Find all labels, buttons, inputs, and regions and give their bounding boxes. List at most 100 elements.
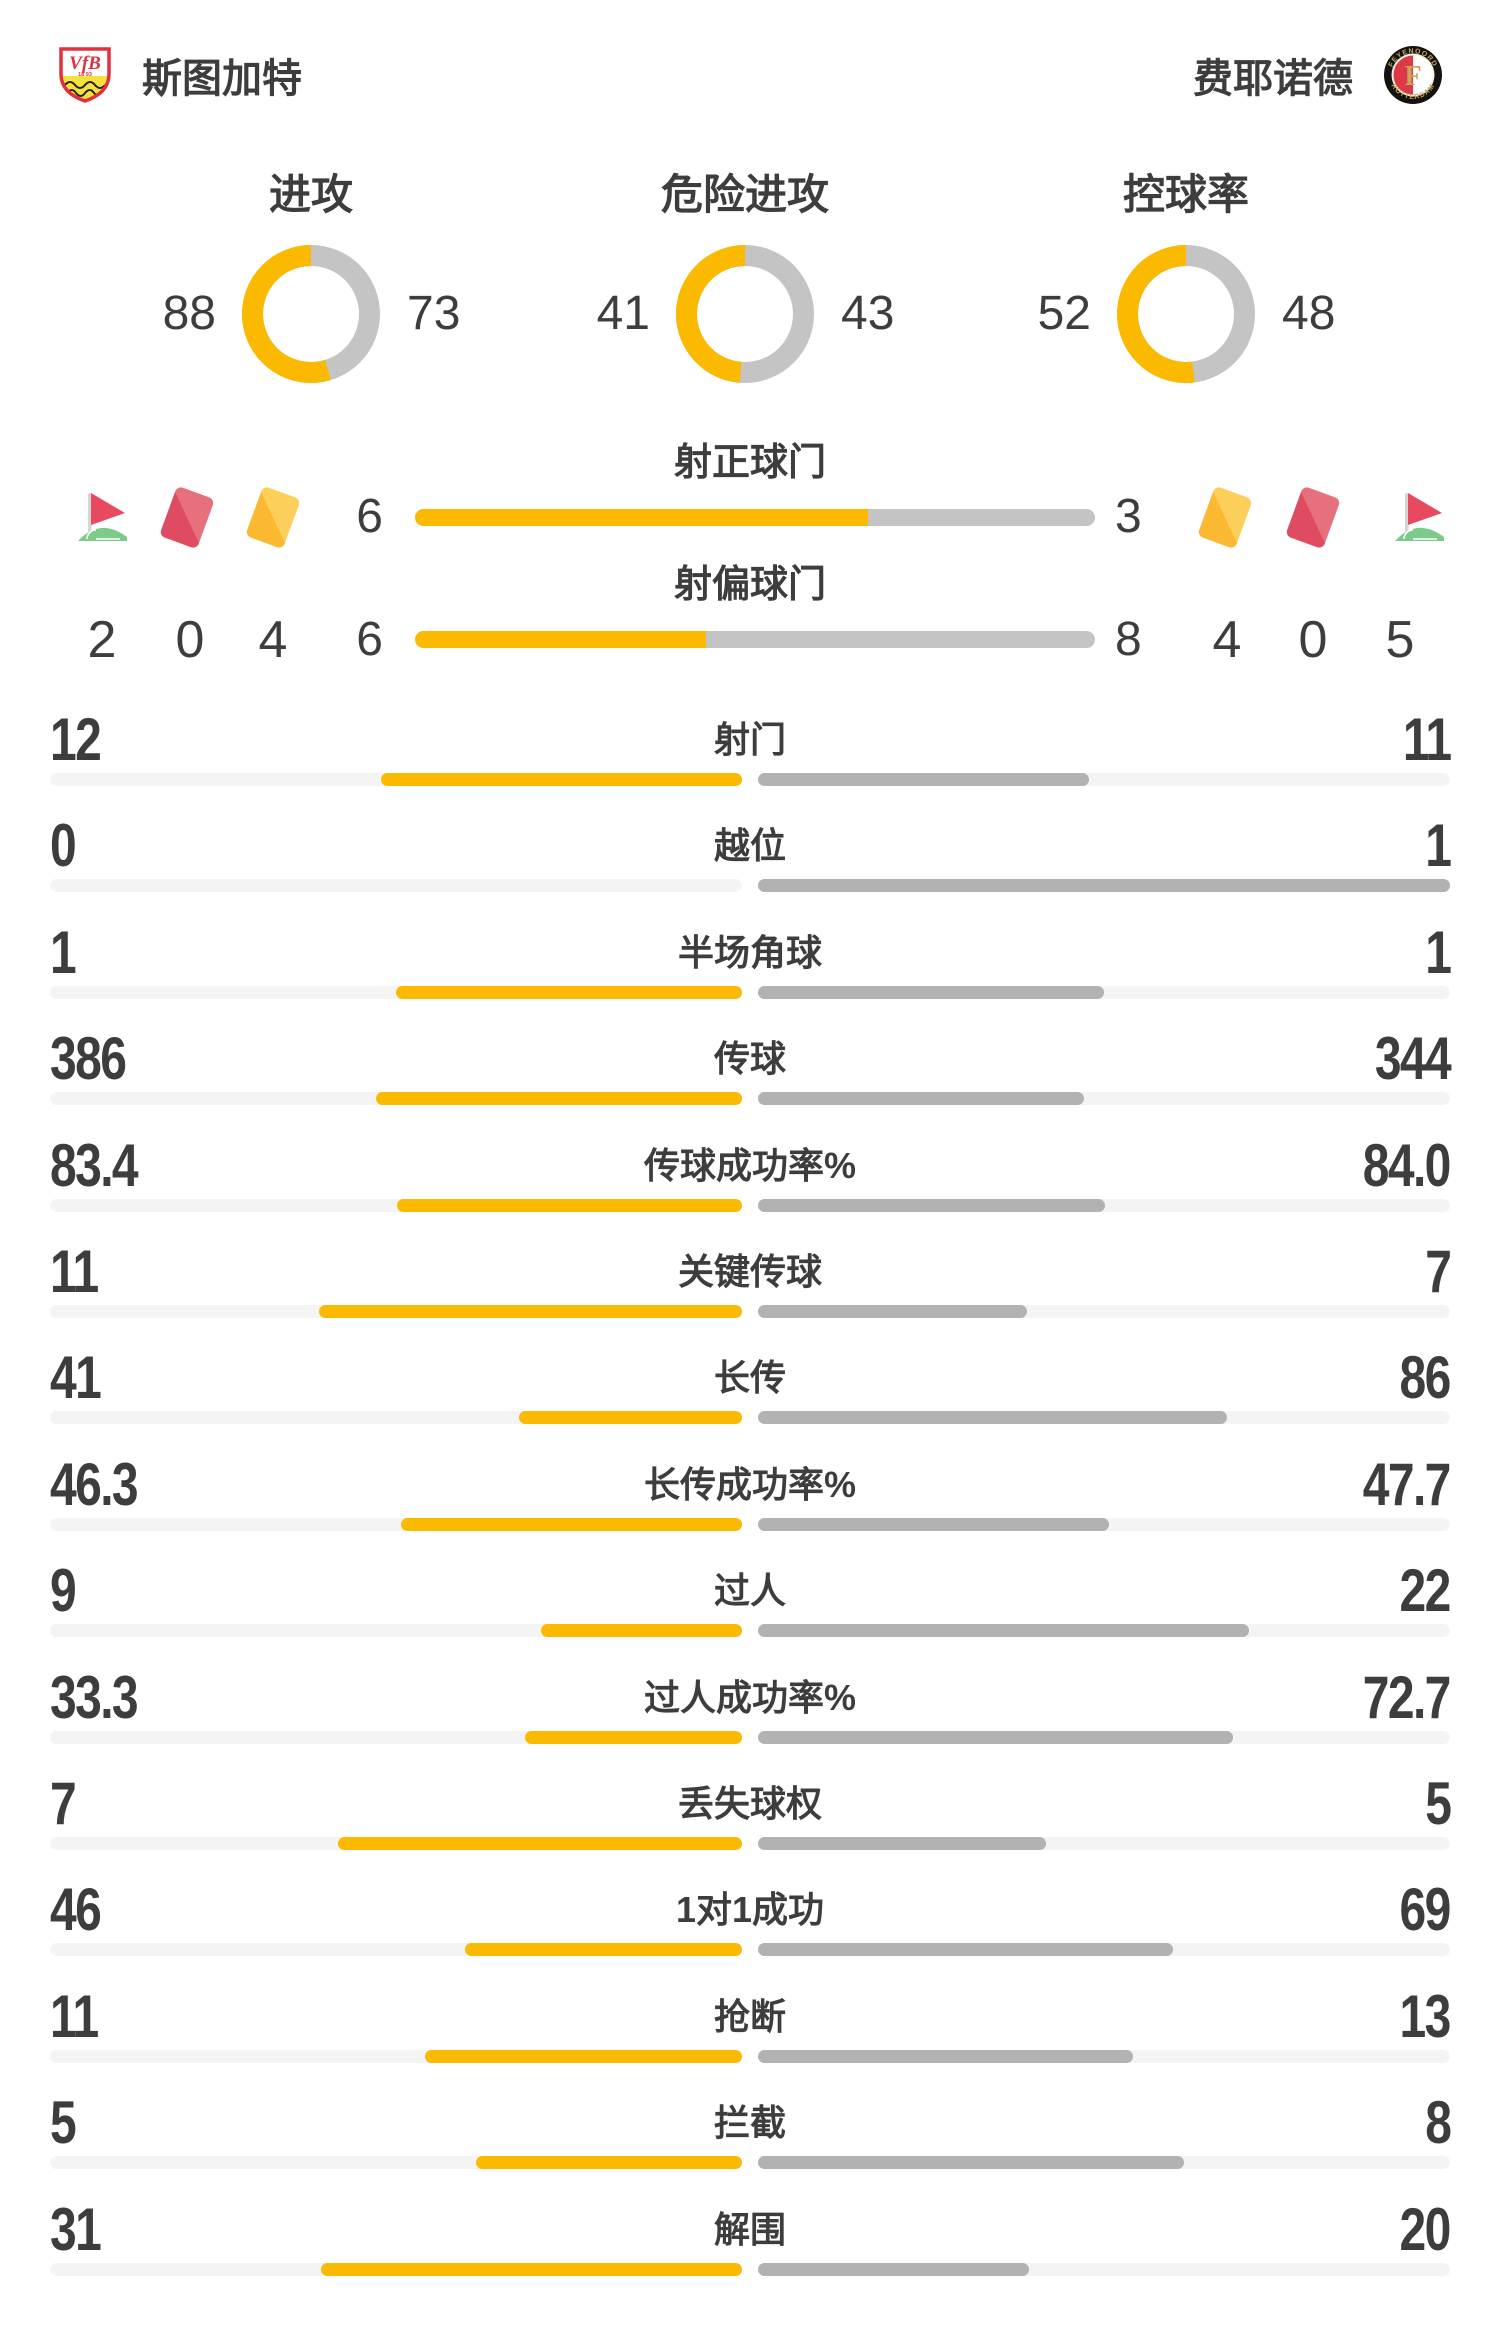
corner-flag-icon	[78, 493, 127, 541]
stat-bar-away-track	[758, 1092, 1450, 1105]
stat-label: 过人成功率%	[643, 1677, 856, 1718]
away-team-name: 费耶诺德	[1193, 57, 1353, 101]
stat-bar-home-track	[50, 2263, 742, 2276]
stat-bar-away-fill	[758, 1837, 1047, 1850]
shots-on-target-home: 6	[356, 490, 383, 543]
stat-label: 过人	[713, 1570, 786, 1611]
stat-value-home: 11	[50, 1983, 99, 2050]
shots-on-target-bar-fill	[415, 509, 869, 526]
home-red-cards-count: 0	[175, 611, 205, 669]
stat-label: 1对1成功	[675, 1889, 825, 1930]
stat-value-home: 1	[50, 919, 77, 986]
stat-value-home: 46	[50, 1876, 102, 1943]
away-yellow-cards-count: 4	[1212, 611, 1242, 669]
stat-value-away: 1	[1424, 919, 1452, 986]
stat-value-home: 9	[50, 1557, 77, 1624]
stat-value-away: 86	[1399, 1344, 1452, 1411]
yellow-card-icon	[1197, 485, 1253, 550]
team-home[interactable]: VfB 18 93 斯图加特	[58, 40, 302, 110]
stat-row-key-passes: 11 关键传球 7	[0, 1238, 1500, 1344]
stat-bar-home-fill	[524, 1731, 742, 1744]
stat-value-home: 41	[50, 1344, 102, 1411]
donut-away-value: 43	[841, 287, 895, 340]
stat-bar-away-fill	[758, 773, 1089, 786]
stat-bar-away-track	[758, 1411, 1450, 1424]
donut-away-value: 73	[407, 287, 461, 340]
stat-value-away: 1	[1424, 812, 1452, 879]
stat-bar-away-fill	[758, 2050, 1133, 2063]
stat-bar-home-track	[50, 1943, 742, 1956]
stat-label: 长传成功率%	[643, 1464, 856, 1505]
shots-on-target-bar	[415, 509, 1095, 526]
stat-value-away: 47.7	[1362, 1451, 1452, 1518]
team-away[interactable]: 费耶诺德 FEYENOORD ROTTERDAM F	[1193, 40, 1443, 110]
stat-value-away: 344	[1374, 1025, 1452, 1092]
stat-bar-home-track	[50, 879, 742, 892]
stat-bar-away-track	[758, 773, 1450, 786]
stat-bar-away-track	[758, 1305, 1450, 1318]
stat-bar-home-track	[50, 773, 742, 786]
stat-value-away: 22	[1399, 1557, 1452, 1624]
stat-label: 解围	[713, 2209, 786, 2250]
stat-row-possession-lost: 7 丢失球权 5	[0, 1770, 1500, 1876]
stat-row-passes: 386 传球 344	[0, 1025, 1500, 1131]
stat-bar-away-fill	[758, 2156, 1184, 2169]
stat-bar-away-fill	[758, 1092, 1085, 1105]
donut-home-value: 41	[596, 287, 650, 340]
stat-bar-away-fill	[758, 1411, 1227, 1424]
stat-row-tackles: 11 抢断 13	[0, 1983, 1500, 2089]
away-corners-count: 5	[1385, 611, 1415, 669]
red-card-icon	[159, 485, 215, 550]
shots-off-target-home: 6	[356, 613, 383, 666]
donut-title: 进攻	[268, 171, 353, 218]
stat-row-duels-won: 46 1对1成功 69	[0, 1876, 1500, 1982]
stat-value-home: 386	[50, 1025, 127, 1092]
stat-bar-home-fill	[319, 1305, 742, 1318]
stat-label: 丢失球权	[677, 1783, 822, 1824]
stat-bar-away-fill	[758, 879, 1450, 892]
stat-bar-away-track	[758, 1837, 1450, 1850]
stat-value-away: 11	[1402, 706, 1451, 773]
stat-label: 传球	[713, 1038, 786, 1079]
stat-row-shots: 12 射门 11	[0, 706, 1500, 812]
stat-bar-home-fill	[338, 1837, 742, 1850]
stat-bar-home-track	[50, 1411, 742, 1424]
stat-value-away: 5	[1424, 1770, 1452, 1837]
stat-bar-home-fill	[518, 1411, 742, 1424]
stat-bar-away-fill	[758, 1731, 1233, 1744]
stat-bar-home-track	[50, 1837, 742, 1850]
shots-off-target-bar	[415, 631, 1095, 648]
stat-bar-home-track	[50, 2050, 742, 2063]
home-team-logo-vfb-icon: VfB 18 93	[59, 47, 111, 103]
stat-bar-away-fill	[758, 1199, 1106, 1212]
stat-bar-home-fill	[475, 2156, 742, 2169]
donut-home-value: 88	[162, 287, 216, 340]
stat-value-home: 11	[50, 1238, 99, 1305]
stat-bar-home-track	[50, 986, 742, 999]
stat-value-away: 72.7	[1362, 1664, 1452, 1731]
home-yellow-cards-count: 4	[258, 611, 288, 669]
stat-bar-home-fill	[321, 2263, 742, 2276]
stat-bar-home-track	[50, 1731, 742, 1744]
stat-row-dribble-success: 33.3 过人成功率% 72.7	[0, 1664, 1500, 1770]
stat-bar-away-fill	[758, 1518, 1110, 1531]
stat-bar-away-track	[758, 2050, 1450, 2063]
stat-bar-away-track	[758, 879, 1450, 892]
stat-value-away: 8	[1424, 2089, 1452, 2156]
donut-title: 危险进攻	[660, 171, 829, 218]
stat-row-long-balls: 41 长传 86	[0, 1344, 1500, 1450]
stat-row-half-corners: 1 半场角球 1	[0, 919, 1500, 1025]
stat-label: 抢断	[713, 1996, 786, 2037]
donut-home-value: 52	[1037, 287, 1091, 340]
yellow-card-icon	[245, 485, 301, 550]
stat-value-home: 33.3	[50, 1664, 139, 1731]
donut-chart-possession	[1117, 245, 1255, 383]
donut-title: 控球率	[1122, 171, 1249, 218]
stat-bar-home-track	[50, 1518, 742, 1531]
stat-bar-home-track	[50, 2156, 742, 2169]
stat-value-away: 20	[1399, 2196, 1452, 2263]
stat-bar-away-track	[758, 1943, 1450, 1956]
stat-bar-home-fill	[424, 2050, 742, 2063]
stat-bar-away-track	[758, 1518, 1450, 1531]
vfb-monogram: VfB	[69, 53, 101, 74]
